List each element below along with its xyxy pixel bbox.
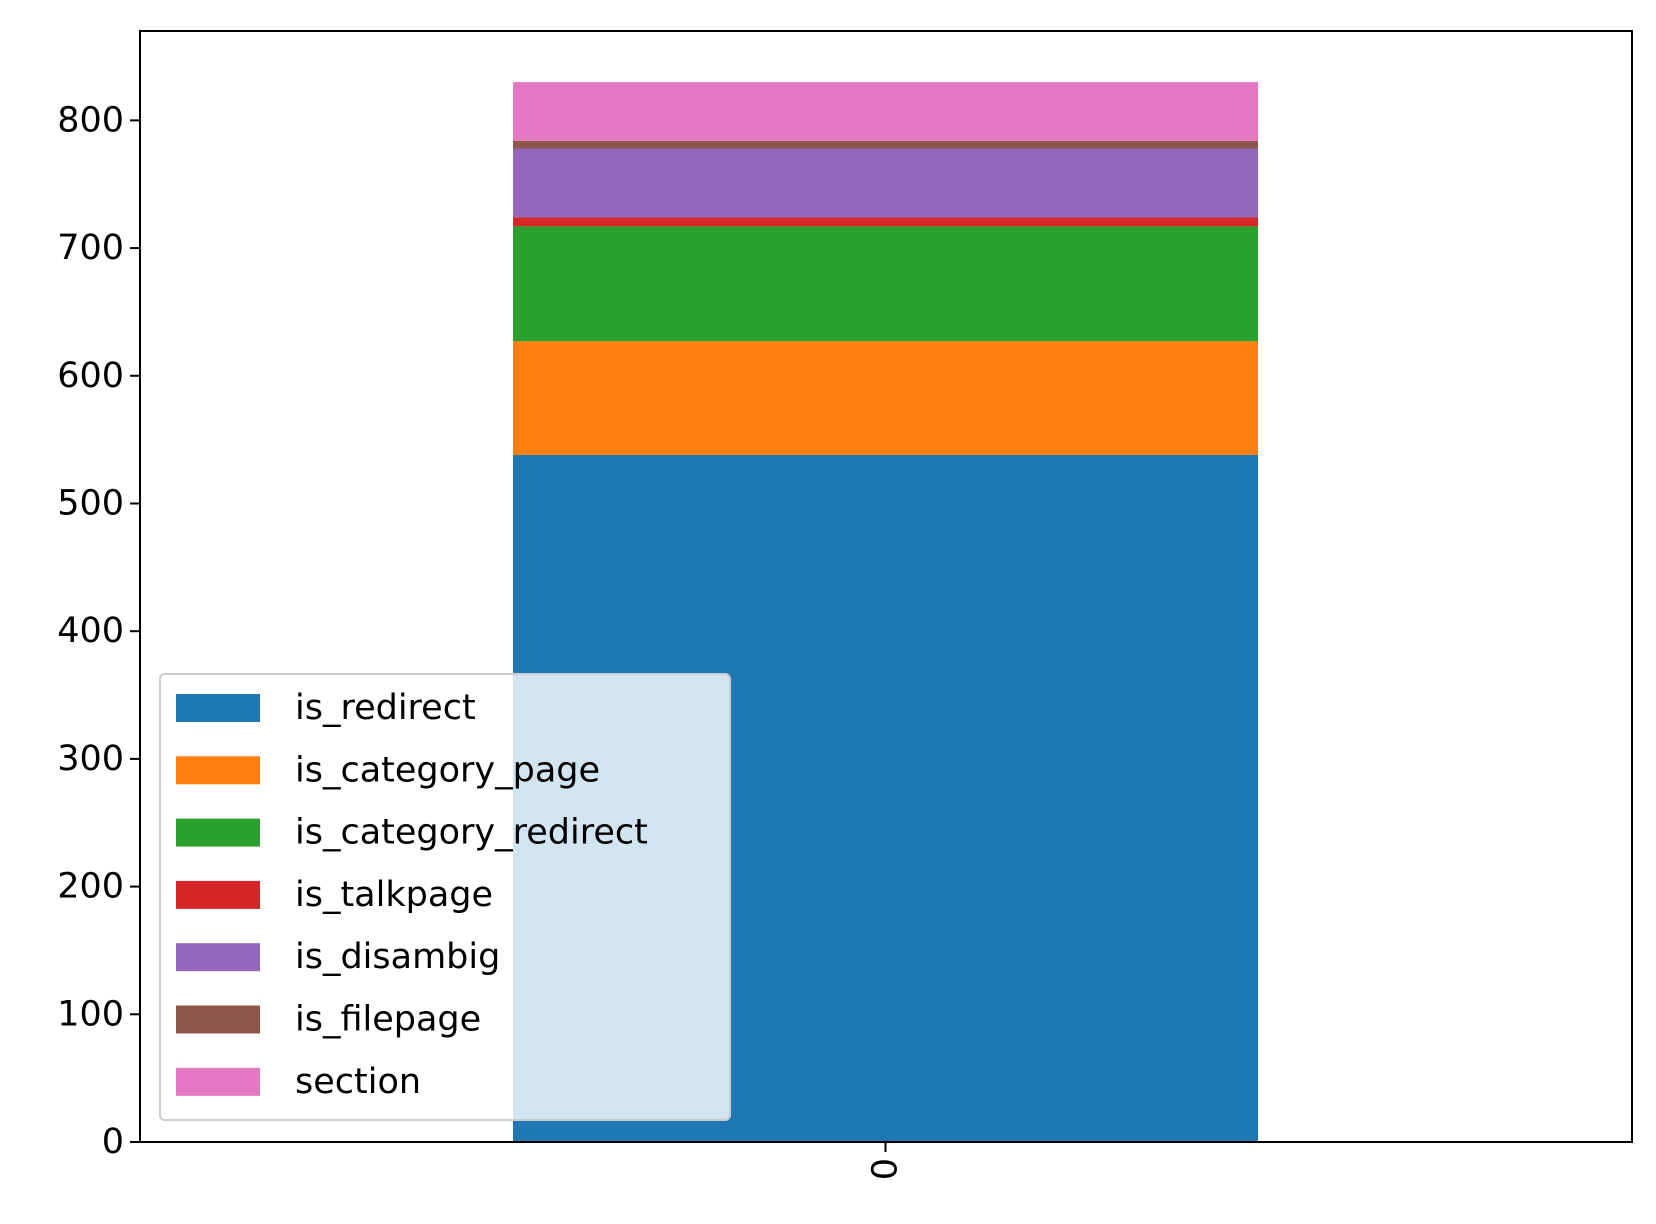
y-tick-label: 800 [57,100,124,140]
bar-segment-is-disambig [513,148,1258,218]
legend-label-section: section [295,1062,421,1102]
legend-swatch-is-disambig [176,943,260,972]
legend-label-is-filepage: is_filepage [295,1000,481,1040]
legend-swatch-is-category-page [176,756,260,785]
y-tick-label: 200 [57,867,124,907]
legend-swatch-is-category-redirect [176,818,260,847]
y-tick-label: 500 [57,483,124,523]
legend-swatch-is-redirect [176,694,260,722]
bar-segment-section [513,82,1258,141]
legend-swatch-is-talkpage [176,880,260,909]
legend-label-is-redirect: is_redirect [295,688,476,728]
legend-swatch-section [176,1067,260,1096]
bar-segment-is-talkpage [513,217,1258,227]
y-tick-label: 100 [57,994,124,1034]
bar-segment-is-category-redirect [513,226,1258,342]
legend-label-is-category-redirect: is_category_redirect [295,813,648,853]
legend-label-is-talkpage: is_talkpage [295,875,493,915]
y-tick-label: 300 [57,739,124,779]
y-tick-label: 0 [102,1122,124,1162]
y-tick-label: 400 [57,611,124,651]
bar-segment-is-category-page [513,341,1258,455]
legend-label-is-category-page: is_category_page [295,750,600,790]
x-tick-label: 0 [866,1158,906,1180]
y-tick-label: 700 [57,228,124,268]
y-tick-label: 600 [57,356,124,396]
bar-segment-is-filepage [513,140,1258,149]
legend-swatch-is-filepage [176,1005,260,1034]
legend [159,673,731,1121]
legend-label-is-disambig: is_disambig [295,937,500,977]
